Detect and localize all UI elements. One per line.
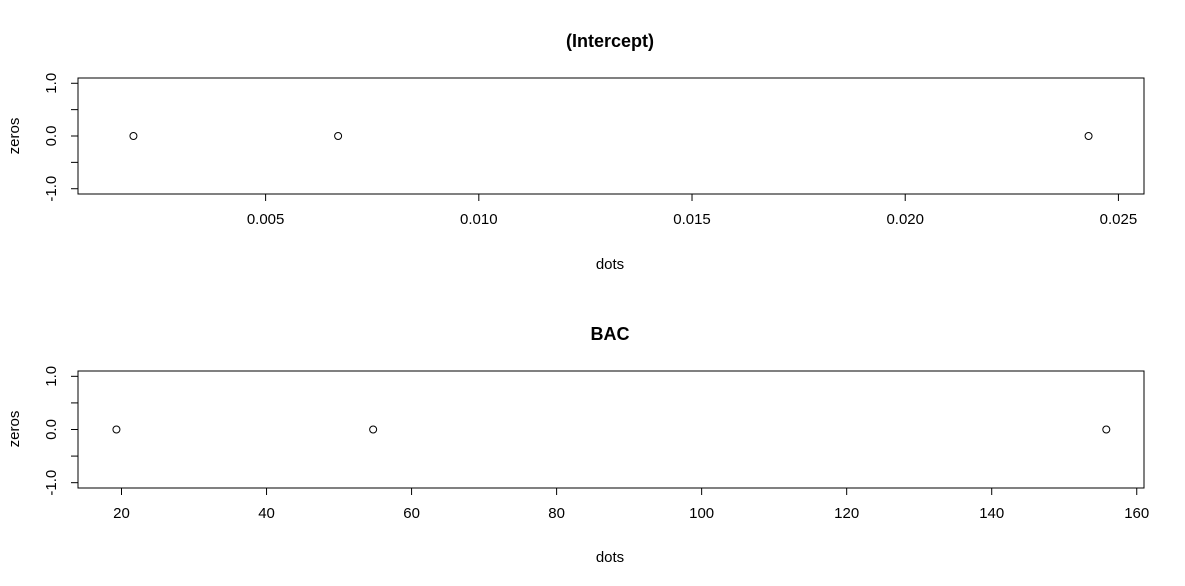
x-tick-label: 60 <box>403 505 420 522</box>
x-tick-label: 0.015 <box>673 211 711 228</box>
plot-frame <box>77 370 1145 489</box>
data-point <box>334 132 343 140</box>
plot-frame <box>77 77 1145 195</box>
data-point <box>1102 425 1111 434</box>
data-point <box>1084 132 1093 140</box>
y-tick-label: -1.0 <box>43 176 60 202</box>
panel-intercept: (Intercept) dots zeros 0.005 0.010 0.015 0.… <box>6 31 1145 273</box>
y-tick-label: 0.0 <box>43 126 60 147</box>
data-point <box>112 425 121 434</box>
chart-title: BAC <box>591 324 630 344</box>
x-axis-label: dots <box>596 549 624 566</box>
x-tick-label: 40 <box>258 505 275 522</box>
y-tick-label: 0.0 <box>43 419 60 440</box>
data-point <box>129 132 138 140</box>
x-axis: 0.005 0.010 0.015 0.020 0.025 <box>247 194 1137 228</box>
x-tick-label: 140 <box>979 505 1004 522</box>
x-tick-label: 120 <box>834 505 859 522</box>
x-tick-label: 0.020 <box>886 211 924 228</box>
y-axis-label: zeros <box>6 118 23 155</box>
x-axis-label: dots <box>596 256 624 273</box>
data-points <box>112 425 1111 434</box>
x-tick-label: 160 <box>1124 505 1149 522</box>
panel-bac: BAC dots zeros 20 40 60 80 100 120 140 160 -1.0… <box>6 324 1149 566</box>
y-tick-label: -1.0 <box>43 470 60 496</box>
x-tick-label: 20 <box>113 505 130 522</box>
x-tick-label: 0.010 <box>460 211 498 228</box>
y-axis: -1.0 0.0 1.0 <box>43 366 78 496</box>
x-axis: 20 40 60 80 100 120 140 160 <box>113 488 1149 522</box>
y-axis: -1.0 0.0 1.0 <box>43 73 78 202</box>
x-tick-label: 0.025 <box>1100 211 1138 228</box>
y-tick-label: 1.0 <box>43 73 60 94</box>
x-tick-label: 80 <box>548 505 565 522</box>
data-point <box>369 425 378 434</box>
chart-title: (Intercept) <box>566 31 654 51</box>
y-axis-label: zeros <box>6 411 23 448</box>
x-tick-label: 100 <box>689 505 714 522</box>
y-tick-label: 1.0 <box>43 366 60 387</box>
data-points <box>129 132 1093 140</box>
x-tick-label: 0.005 <box>247 211 285 228</box>
